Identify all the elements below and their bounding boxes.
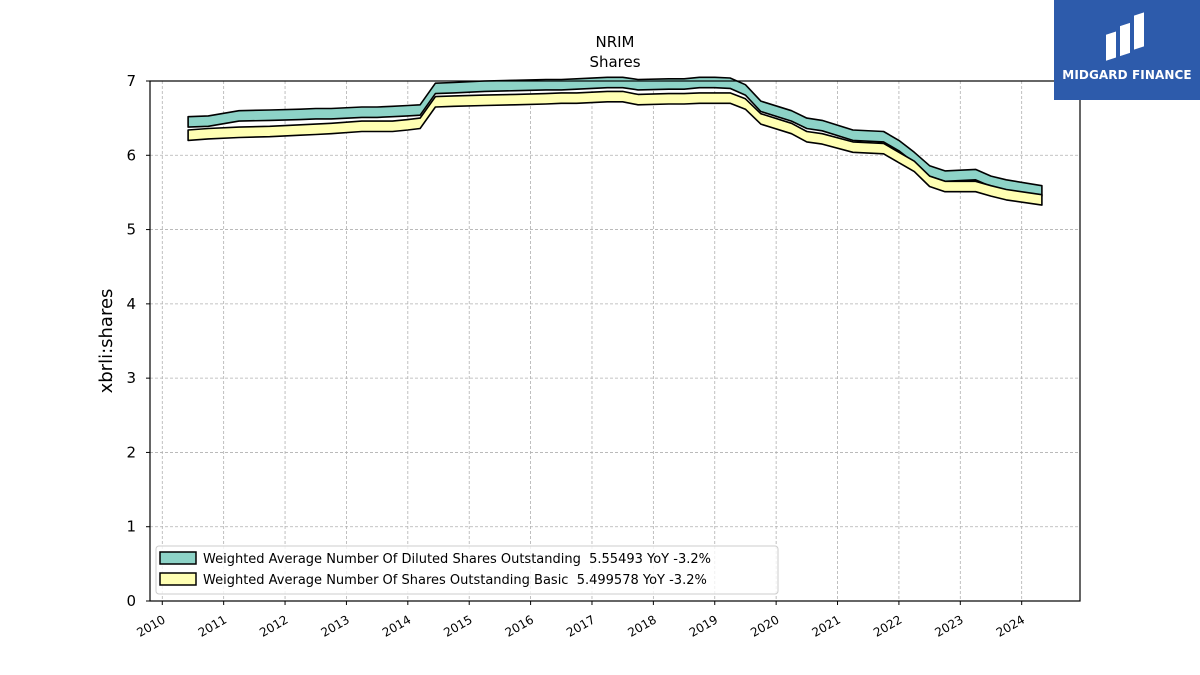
grid (150, 80, 1080, 602)
logo-mark-icon (1106, 12, 1144, 61)
x-tick-label: 2016 (503, 612, 536, 639)
legend-swatch-diluted (159, 551, 197, 565)
series-area-1 (187, 90, 1043, 206)
y-tick-label: 3 (126, 369, 136, 387)
x-axis: 2010 2011 2012 2013 2014 2015 2016 2017 2018 2019… (134, 601, 1027, 640)
legend-frame (155, 545, 779, 595)
x-tick-label: 2023 (932, 612, 965, 639)
x-tick-label: 2018 (625, 612, 658, 639)
x-tick-label: 2013 (318, 612, 351, 639)
x-tick-label: 2014 (380, 612, 413, 639)
y-tick-label: 5 (126, 221, 136, 239)
x-tick-label: 2022 (871, 612, 904, 639)
x-tick-label: 2012 (257, 612, 290, 639)
brand-logo: MIDGARD FINANCE (1054, 0, 1200, 100)
x-tick-label: 2015 (441, 612, 474, 639)
x-tick-label: 2010 (134, 612, 167, 639)
y-tick-label: 1 (126, 518, 136, 536)
x-tick-label: 2020 (748, 612, 781, 639)
plot-frame (149, 80, 1081, 602)
y-tick-label: 0 (126, 592, 136, 610)
legend-label-diluted: Weighted Average Number Of Diluted Share… (203, 552, 711, 567)
legend-swatch-basic (159, 572, 197, 586)
y-axis-label: xbrli:shares (96, 289, 117, 394)
y-tick-label: 4 (126, 295, 136, 313)
chart-title: NRIM (595, 33, 634, 51)
x-tick-label: 2011 (196, 612, 229, 639)
legend: Weighted Average Number Of Diluted Share… (155, 545, 779, 595)
legend-label-basic: Weighted Average Number Of Shares Outsta… (203, 573, 707, 588)
x-tick-label: 2024 (994, 612, 1027, 639)
chart-subtitle: Shares (589, 53, 640, 71)
x-tick-label: 2017 (564, 612, 597, 639)
y-tick-label: 6 (126, 146, 136, 164)
x-tick-label: 2021 (810, 612, 843, 639)
plot-areas (187, 76, 1043, 206)
y-tick-label: 7 (126, 72, 136, 90)
y-axis: 0 1 2 3 4 5 6 7 (126, 72, 150, 610)
logo-text: MIDGARD FINANCE (1062, 68, 1192, 82)
x-tick-label: 2019 (687, 612, 720, 639)
y-tick-label: 2 (126, 443, 136, 461)
